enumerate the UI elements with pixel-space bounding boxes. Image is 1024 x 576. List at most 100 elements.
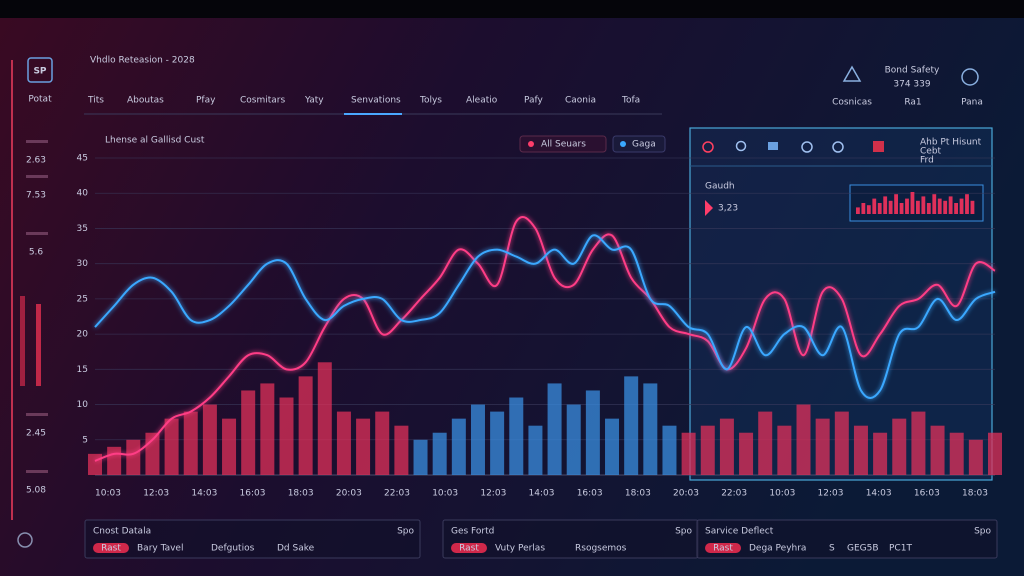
card-title: Sarvice Deflect xyxy=(705,527,774,537)
tool-icon[interactable] xyxy=(702,141,714,153)
bar xyxy=(222,418,237,475)
tool-icon[interactable] xyxy=(873,141,884,152)
sparkline-bar xyxy=(877,203,882,214)
nav-tab[interactable]: Aboutas xyxy=(127,96,164,106)
bar xyxy=(988,432,1002,475)
card-item: PC1T xyxy=(889,544,912,554)
y-tick-label: 10 xyxy=(77,400,89,410)
bar xyxy=(892,418,907,475)
bar xyxy=(585,390,600,475)
stat-caption xyxy=(26,232,48,235)
card-pill-label: Rast xyxy=(713,544,733,554)
sparkline-bar xyxy=(970,200,975,214)
sparkline-bar xyxy=(932,194,937,214)
x-tick-label: 16:03 xyxy=(914,489,940,499)
y-tick-label: 20 xyxy=(77,330,89,340)
summary-card xyxy=(696,519,998,559)
card-item: Rsogsemos xyxy=(575,544,627,554)
card-item: Defgutios xyxy=(211,544,255,554)
bar xyxy=(279,397,294,475)
card-pill-label: Rast xyxy=(459,544,479,554)
page-title: Vhdlo Reteasion - 2028 xyxy=(90,56,195,66)
card-tag: Spo xyxy=(397,527,414,537)
sidebar-stat: 5.6 xyxy=(29,248,44,258)
bar xyxy=(566,404,581,475)
filter-button-label: Gaga xyxy=(632,140,656,150)
sparkline-bar xyxy=(943,200,948,214)
bar xyxy=(317,362,332,475)
bar xyxy=(298,376,313,475)
sparkline-bar xyxy=(965,194,969,214)
nav-tab[interactable]: Pfay xyxy=(196,96,216,106)
sidebar-bar xyxy=(36,304,41,386)
nav-tab[interactable]: Yaty xyxy=(304,96,324,106)
card-pill xyxy=(93,543,129,553)
card-pill xyxy=(705,543,741,553)
bar xyxy=(183,411,198,475)
bar xyxy=(202,404,217,475)
sidebar-stat: 7.53 xyxy=(26,191,46,201)
bar xyxy=(796,404,811,475)
bar xyxy=(643,383,658,475)
clock-icon[interactable] xyxy=(17,532,33,548)
y-tick-label: 35 xyxy=(77,224,88,234)
tool-icon[interactable] xyxy=(801,141,813,153)
user-icon[interactable] xyxy=(961,68,979,86)
filter-button[interactable] xyxy=(612,135,666,153)
sparkline-bar xyxy=(866,205,871,214)
header-action[interactable]: Ra1 xyxy=(904,98,921,108)
x-tick-label: 12:03 xyxy=(143,489,169,499)
bar xyxy=(336,411,351,475)
nav-tab[interactable]: Caonia xyxy=(565,96,596,106)
bar xyxy=(624,376,639,475)
x-tick-label: 12:03 xyxy=(818,489,844,499)
nav-tab[interactable]: Tits xyxy=(87,96,104,106)
logo-frame[interactable] xyxy=(27,57,53,83)
card-pill-label: Rast xyxy=(101,544,121,554)
metric-value: 3,23 xyxy=(718,204,738,214)
bar xyxy=(432,432,447,475)
bar xyxy=(777,425,792,475)
nav-tab[interactable]: Pafy xyxy=(524,96,544,106)
y-tick-label: 40 xyxy=(77,189,89,199)
sparkline-bar xyxy=(888,200,893,214)
nav-tab[interactable]: Aleatio xyxy=(466,96,498,106)
sparkline-bar xyxy=(937,198,942,214)
bar xyxy=(815,418,830,475)
card-item: Vuty Perlas xyxy=(495,544,545,554)
bar xyxy=(451,418,466,475)
card-pill xyxy=(451,543,487,553)
sparkline-bar xyxy=(883,196,888,214)
x-tick-label: 22:03 xyxy=(721,489,747,499)
bar xyxy=(241,390,256,475)
tool-icon[interactable] xyxy=(768,142,778,150)
card-item: Dd Sake xyxy=(277,544,315,554)
nav-tab[interactable]: Cosmitars xyxy=(240,96,285,106)
bar xyxy=(375,411,390,475)
stat-caption xyxy=(26,413,48,416)
card-tag: Spo xyxy=(675,527,692,537)
y-tick-label: 15 xyxy=(77,365,88,375)
bar xyxy=(107,446,122,475)
warning-icon[interactable] xyxy=(842,65,862,82)
tool-icon[interactable] xyxy=(832,141,844,153)
nav-tab[interactable]: Senvations xyxy=(351,96,401,106)
x-tick-label: 12:03 xyxy=(480,489,506,499)
series-line xyxy=(94,234,996,399)
filter-dot xyxy=(528,141,534,147)
chart-title: Lhense al Gallisd Cust xyxy=(105,136,205,146)
tool-icon[interactable] xyxy=(735,140,747,152)
header-action[interactable]: Pana xyxy=(961,98,983,108)
y-tick-label: 5 xyxy=(82,435,88,445)
x-tick-label: 10:03 xyxy=(769,489,795,499)
header-action[interactable]: Cosnicas xyxy=(832,98,872,108)
nav-tab[interactable]: Tolys xyxy=(419,96,442,106)
bar xyxy=(739,432,754,475)
bar xyxy=(681,432,696,475)
x-tick-label: 20:03 xyxy=(336,489,362,499)
card-title: Ges Fortd xyxy=(451,527,494,537)
nav-tab[interactable]: Tofa xyxy=(621,96,640,106)
stat-caption xyxy=(26,175,48,178)
bar xyxy=(719,418,734,475)
filter-button[interactable] xyxy=(519,135,607,153)
